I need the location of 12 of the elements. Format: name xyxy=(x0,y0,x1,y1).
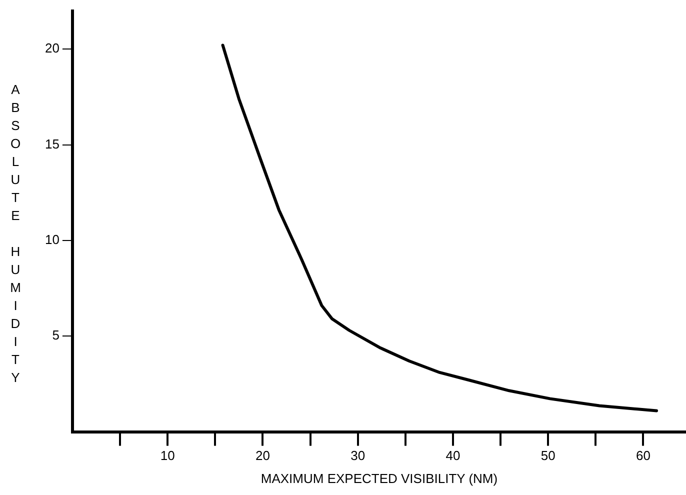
x-tick-label: 10 xyxy=(160,448,175,464)
x-tick-label: 40 xyxy=(446,448,460,464)
x-tick-label: 30 xyxy=(350,448,366,464)
x-tick-label: 60 xyxy=(636,448,650,464)
x-tick-label: 50 xyxy=(540,448,556,464)
y-axis-title: ABSOLUTE HUMIDITY xyxy=(8,82,23,388)
y-tick-label: 20 xyxy=(44,40,60,56)
x-axis-title: MAXIMUM EXPECTED VISIBILITY (NM) xyxy=(260,470,498,486)
y-tick-label: 10 xyxy=(44,232,60,248)
y-tick-label: 5 xyxy=(52,328,60,343)
y-tick-label: 15 xyxy=(44,136,60,152)
x-tick-label: 20 xyxy=(255,448,270,464)
